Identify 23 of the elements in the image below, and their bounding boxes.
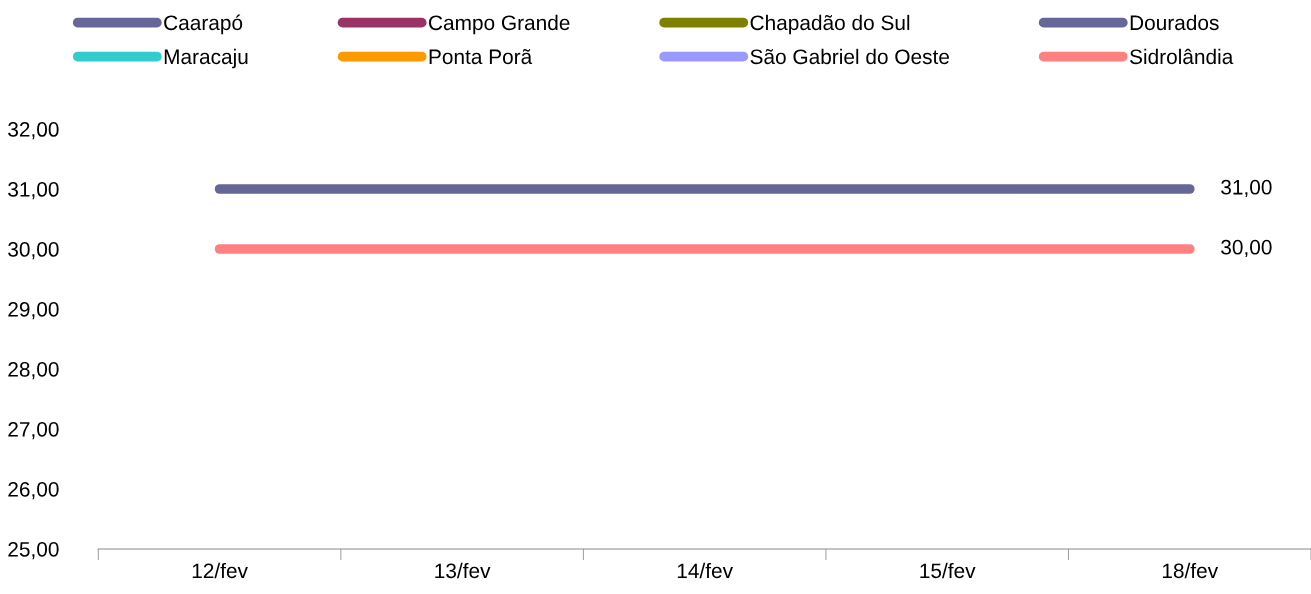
x-tick-label: 13/fev xyxy=(435,562,491,579)
x-tick-label: 12/fev xyxy=(192,562,248,579)
x-tick-label: 15/fev xyxy=(920,562,976,579)
y-tick-label: 25,00 xyxy=(8,541,59,560)
y-tick-label: 26,00 xyxy=(8,481,59,500)
y-tick-label: 28,00 xyxy=(8,361,59,380)
legend-label: São Gabriel do Oeste xyxy=(750,48,949,65)
x-tick-label: 18/fev xyxy=(1162,562,1219,579)
y-tick-label: 31,00 xyxy=(8,182,59,200)
legend-label: Chapadão do Sul xyxy=(750,14,910,35)
legend-label: Campo Grande xyxy=(429,14,570,35)
x-tick-label: 14/fev xyxy=(677,562,733,579)
legend-label: Ponta Porã xyxy=(429,48,533,65)
data-label: 31,00 xyxy=(1221,179,1272,198)
y-tick-label: 32,00 xyxy=(8,122,59,140)
legend-label: Sidrolândia xyxy=(1130,48,1234,65)
y-tick-label: 27,00 xyxy=(8,421,59,440)
legend-label: Maracaju xyxy=(164,48,248,69)
legend-label: Dourados xyxy=(1130,14,1219,31)
legend-label: Caarapó xyxy=(164,14,243,35)
y-tick-label: 29,00 xyxy=(8,302,59,320)
data-label: 30,00 xyxy=(1221,239,1272,258)
y-tick-label: 30,00 xyxy=(8,242,59,260)
